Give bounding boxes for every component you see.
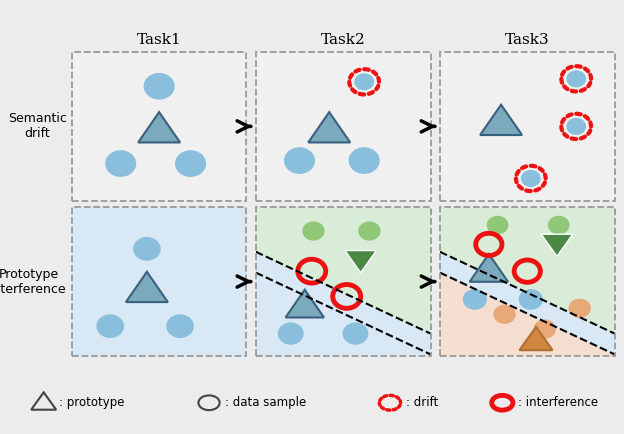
Circle shape: [567, 118, 585, 134]
Text: : prototype: : prototype: [59, 396, 125, 409]
Circle shape: [176, 151, 205, 176]
Polygon shape: [345, 250, 376, 273]
Circle shape: [534, 320, 555, 338]
Polygon shape: [470, 254, 508, 282]
Circle shape: [167, 315, 193, 337]
Circle shape: [569, 299, 590, 317]
Circle shape: [494, 306, 515, 323]
Circle shape: [464, 290, 486, 309]
Circle shape: [97, 315, 124, 337]
Polygon shape: [256, 200, 431, 334]
Circle shape: [278, 323, 303, 344]
Circle shape: [144, 74, 174, 99]
Polygon shape: [480, 105, 522, 135]
Polygon shape: [126, 272, 168, 302]
Circle shape: [567, 71, 585, 87]
Text: : data sample: : data sample: [225, 396, 306, 409]
Polygon shape: [308, 112, 350, 142]
Text: Semantic
drift: Semantic drift: [8, 112, 67, 141]
Text: : drift: : drift: [406, 396, 438, 409]
Circle shape: [548, 217, 569, 233]
Polygon shape: [138, 112, 180, 142]
Circle shape: [134, 238, 160, 260]
Circle shape: [106, 151, 135, 176]
Polygon shape: [440, 200, 615, 334]
Circle shape: [343, 323, 368, 344]
Circle shape: [359, 222, 380, 240]
Polygon shape: [440, 273, 615, 363]
Text: Task2: Task2: [321, 33, 366, 47]
Circle shape: [519, 290, 542, 309]
Text: : interference: : interference: [518, 396, 598, 409]
Polygon shape: [519, 327, 553, 350]
Circle shape: [285, 148, 314, 173]
Circle shape: [303, 222, 324, 240]
Text: Task1: Task1: [137, 33, 182, 47]
Polygon shape: [541, 234, 573, 256]
Circle shape: [487, 217, 508, 233]
Text: Task3: Task3: [505, 33, 550, 47]
Circle shape: [522, 171, 540, 186]
Circle shape: [355, 74, 373, 90]
Polygon shape: [286, 289, 324, 317]
Circle shape: [349, 148, 379, 173]
Text: Prototype
interference: Prototype interference: [0, 267, 67, 296]
